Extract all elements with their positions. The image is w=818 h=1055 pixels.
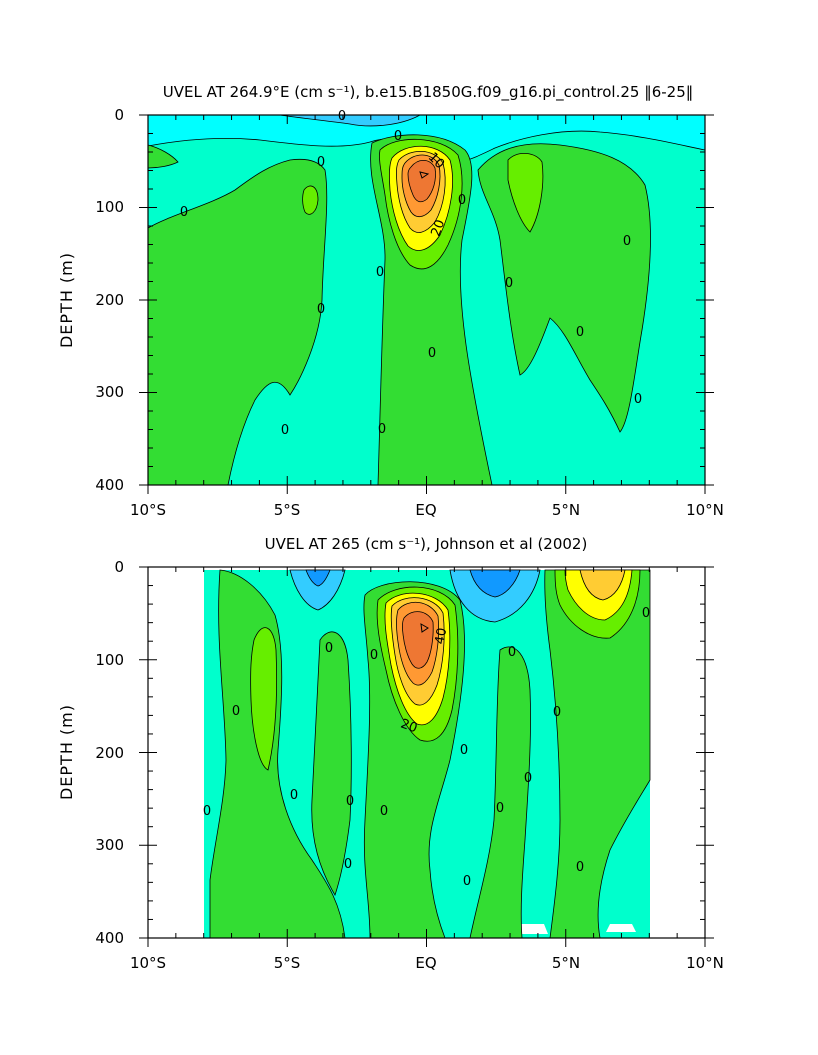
bottom-clabel: 0 <box>508 645 516 660</box>
top-clabel: 20 <box>429 218 449 239</box>
bottom-x-tick-label: 10°S <box>130 954 166 972</box>
top-y-tick-label: 400 <box>95 476 124 494</box>
bottom-surface-sky-west <box>289 569 346 611</box>
bottom-clabel: 0 <box>346 794 354 809</box>
bottom-x-tick-labels: 10°S 5°S EQ 5°N 10°N <box>130 954 724 972</box>
bottom-contour-labels: 0 0 0 0 0 0 0 0 0 0 0 0 0 0 0 0 20 40 <box>203 606 650 889</box>
top-clabel: 0 <box>428 346 436 361</box>
top-lime-patch-south <box>302 185 319 215</box>
top-clabel: 0 <box>394 129 402 144</box>
top-south-green-region <box>148 158 328 485</box>
bottom-clabel: 0 <box>344 857 352 872</box>
bottom-clabel: 0 <box>576 860 584 875</box>
bottom-south-green-region <box>209 569 346 938</box>
bottom-clabel: 0 <box>370 648 378 663</box>
bottom-surface-blue-west <box>305 569 331 587</box>
bottom-x-tick-label: 10°N <box>686 954 724 972</box>
bottom-clabel: 40 <box>433 627 451 646</box>
top-clabel: 0 <box>180 205 188 220</box>
top-panel-title: UVEL AT 264.9°E (cm s⁻¹), b.e15.B1850G.f… <box>163 83 694 102</box>
top-core-max-marker <box>419 171 430 179</box>
bottom-y-tick-label: 200 <box>95 744 124 762</box>
top-x-tick-label: EQ <box>415 501 436 519</box>
bottom-panel-title: UVEL AT 265 (cm s⁻¹), Johnson et al (200… <box>265 535 588 553</box>
top-x-tick-label: 10°N <box>686 501 724 519</box>
top-y-tick-labels: 0 100 200 300 400 <box>95 106 124 494</box>
bottom-clabel: 0 <box>290 788 298 803</box>
top-clabel: 0 <box>317 155 325 170</box>
top-clabel: 0 <box>505 276 513 291</box>
bottom-mid-green-region <box>311 631 352 896</box>
top-contour-labels: 0 0 0 0 0 0 0 0 0 0 0 0 0 0 10 20 <box>180 109 642 438</box>
top-y-tick-label: 200 <box>95 291 124 309</box>
top-panel: UVEL AT 264.9°E (cm s⁻¹), b.e15.B1850G.f… <box>57 83 724 519</box>
top-x-tick-label: 5°N <box>552 501 580 519</box>
bottom-y-tick-label: 100 <box>95 651 124 669</box>
bottom-clabel: 0 <box>463 874 471 889</box>
bottom-panel: UVEL AT 265 (cm s⁻¹), Johnson et al (200… <box>57 535 724 972</box>
bottom-core-max-marker <box>420 623 429 633</box>
bottom-core-darkorange <box>401 611 434 669</box>
bottom-y-tick-label: 400 <box>95 929 124 947</box>
bottom-clabel: 0 <box>496 801 504 816</box>
top-clabel: 0 <box>634 392 642 407</box>
top-clabel: 0 <box>317 302 325 317</box>
bottom-clabel: 0 <box>642 606 650 621</box>
bottom-contour-fill <box>204 569 651 938</box>
bottom-y-tick-label: 300 <box>95 836 124 854</box>
top-contour-fill <box>148 115 705 485</box>
bottom-clabel: 0 <box>380 804 388 819</box>
top-clabel: 0 <box>378 422 386 437</box>
bottom-clabel: 0 <box>325 641 333 656</box>
top-clabel: 0 <box>376 265 384 280</box>
top-south-green-small <box>148 144 179 169</box>
bottom-east-green-region <box>544 569 651 938</box>
top-x-tick-label: 10°S <box>130 501 166 519</box>
top-ticks <box>139 114 714 494</box>
top-lime-patch-north <box>507 153 544 233</box>
top-y-axis-title: DEPTH (m) <box>57 252 76 348</box>
bottom-y-axis-title: DEPTH (m) <box>57 704 76 800</box>
bottom-clabel: 0 <box>203 804 211 819</box>
top-clabel: 0 <box>458 193 466 208</box>
bottom-lime-patch-south <box>250 627 278 771</box>
top-x-tick-labels: 10°S 5°S EQ 5°N 10°N <box>130 501 724 519</box>
bottom-clabel: 20 <box>398 717 419 737</box>
top-clabel: 0 <box>281 423 289 438</box>
top-y-tick-label: 0 <box>114 106 124 124</box>
top-clabel: 0 <box>338 109 346 124</box>
top-clabel: 0 <box>576 325 584 340</box>
bottom-y-tick-label: 0 <box>114 558 124 576</box>
bottom-x-tick-label: EQ <box>415 954 436 972</box>
top-clabel: 0 <box>623 234 631 249</box>
top-x-tick-label: 5°S <box>274 501 301 519</box>
bottom-x-tick-label: 5°N <box>552 954 580 972</box>
bottom-x-tick-label: 5°S <box>274 954 301 972</box>
top-y-tick-label: 100 <box>95 198 124 216</box>
bottom-clabel: 0 <box>553 705 561 720</box>
bottom-clabel: 0 <box>524 771 532 786</box>
bottom-y-tick-labels: 0 100 200 300 400 <box>95 558 124 947</box>
bottom-clabel: 0 <box>460 743 468 758</box>
bottom-surface-blue-east <box>469 569 521 598</box>
bottom-ticks <box>139 566 714 947</box>
bottom-clabel: 0 <box>232 704 240 719</box>
bottom-north-green-region <box>469 646 531 938</box>
bottom-north-gold-region <box>579 569 626 601</box>
top-y-tick-label: 300 <box>95 383 124 401</box>
top-core-darkorange <box>407 159 436 203</box>
